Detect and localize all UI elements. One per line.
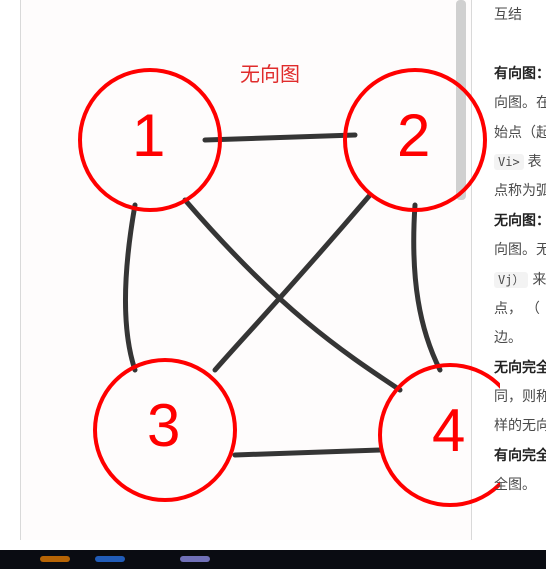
right-line-8: 向图。无 bbox=[494, 235, 546, 264]
right-line-14: 样的无向 bbox=[494, 411, 546, 440]
taskbar-glow-2 bbox=[180, 556, 210, 562]
right-line-5: Vi> 表 bbox=[494, 147, 546, 176]
node-label-1: 1 bbox=[132, 101, 165, 170]
taskbar-glow-0 bbox=[40, 556, 70, 562]
right-line-1 bbox=[494, 29, 546, 58]
taskbar-glow-1 bbox=[95, 556, 125, 562]
diagram-title: 无向图 bbox=[240, 58, 300, 87]
page-root: 无向图 1 2 3 4 互结 有向图：向图。在始点（起Vi> 表点称为弧无向图：向图。… bbox=[0, 0, 546, 569]
right-line-12: 无向完全 bbox=[494, 353, 546, 382]
right-line-16: 全图。 bbox=[494, 470, 546, 499]
scrollbar-thumb[interactable] bbox=[456, 0, 466, 200]
right-line-10: 点， （ bbox=[494, 294, 546, 323]
right-line-15: 有向完全 bbox=[494, 441, 546, 470]
right-text-column: 互结 有向图：向图。在始点（起Vi> 表点称为弧无向图：向图。无Vj） 来点， … bbox=[494, 0, 546, 540]
right-line-9: Vj） 来 bbox=[494, 265, 546, 294]
taskbar-strip bbox=[0, 550, 546, 569]
node-label-3: 3 bbox=[147, 391, 180, 460]
node-label-4: 4 bbox=[432, 396, 465, 465]
right-line-3: 向图。在 bbox=[494, 88, 546, 117]
right-line-7: 无向图： bbox=[494, 206, 546, 235]
right-line-11: 边。 bbox=[494, 323, 546, 352]
right-line-6: 点称为弧 bbox=[494, 176, 546, 205]
right-line-4: 始点（起 bbox=[494, 118, 546, 147]
right-line-2: 有向图： bbox=[494, 59, 546, 88]
right-line-13: 同，则称 bbox=[494, 382, 546, 411]
right-line-0: 互结 bbox=[494, 0, 546, 29]
node-label-2: 2 bbox=[397, 101, 430, 170]
